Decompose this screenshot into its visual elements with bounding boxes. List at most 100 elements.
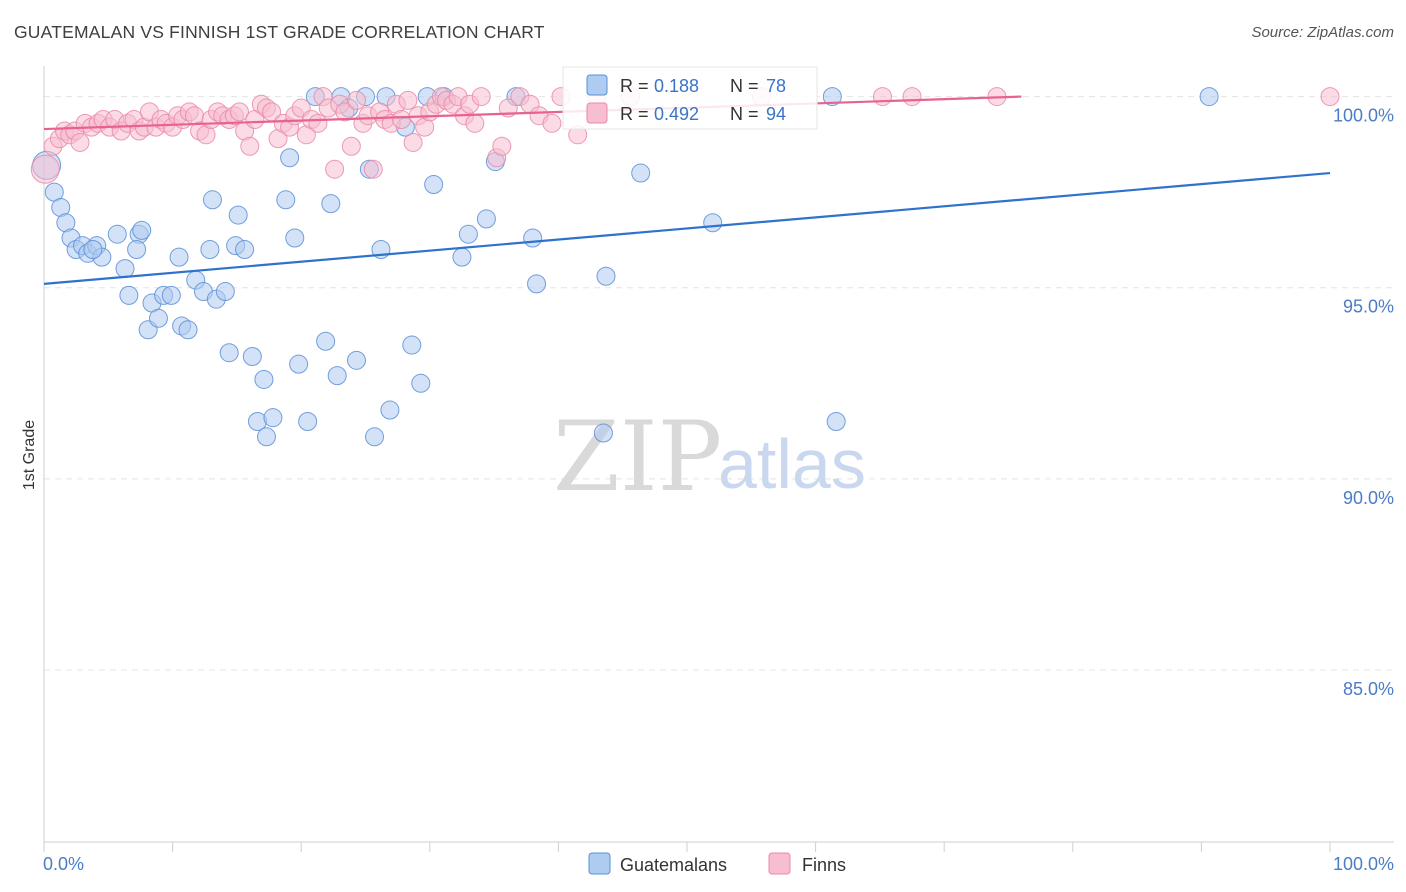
gridlines [44,96,1394,671]
finns-trend-line [43,95,1022,131]
guatemalans-point [132,220,152,240]
y-tick-label: 95.0% [1343,297,1394,317]
guatemalans-point [127,239,147,259]
legend-r-label: R = [620,76,649,96]
guatemalans-point [1199,87,1219,107]
guatemalans-point [596,266,616,286]
guatemalans-point [202,190,222,210]
guatemalans-point [228,205,248,225]
guatemalans-point [107,224,127,244]
guatemalans-point [380,400,400,420]
guatemalans-point [161,285,181,305]
guatemalans-point [593,423,613,443]
finns-point [465,113,485,133]
finns-point [902,87,922,107]
legend-swatch-finns-bottom [768,852,791,875]
guatemalans-point [321,194,341,214]
finns-point [492,136,512,156]
finns-point [30,154,60,184]
legend-series-name: Guatemalans [620,855,727,875]
guatemalans-trend-line [43,171,1331,285]
guatemalans-point [346,350,366,370]
finns-point [363,159,383,179]
finns-point [398,90,418,110]
chart-title: GUATEMALAN VS FINNISH 1ST GRADE CORRELAT… [14,22,545,42]
guatemalans-point [169,247,189,267]
guatemalans-point [280,148,300,168]
guatemalans-point [298,412,318,432]
finns-point [1320,87,1340,107]
watermark: ZIP atlas [553,401,866,513]
guatemalans-point [327,366,347,386]
guatemalans-point [219,343,239,363]
legend-n-value: 78 [766,76,786,96]
finns-point [229,102,249,122]
legend-n-value: 94 [766,104,786,124]
legend-n-label: N = [730,104,759,124]
finns-point [341,136,361,156]
guatemalans-point [703,213,723,233]
finns-point [308,113,328,133]
legend-n-label: N = [730,76,759,96]
guatemalans-point [119,285,139,305]
guatemalans-point [402,335,422,355]
guatemalans-point [83,239,103,259]
guatemalans-point [276,190,296,210]
y-tick-label: 90.0% [1343,488,1394,508]
y-tick-labels: 85.0% 90.0% 95.0% 100.0% [1333,106,1394,699]
legend-r-value: 0.188 [654,76,699,96]
axes [43,66,1394,852]
finns-point [471,87,491,107]
finns-point [325,159,345,179]
y-tick-label: 85.0% [1343,679,1394,699]
finns-point [392,110,412,130]
y-tick-label: 100.0% [1333,106,1394,126]
guatemalans-point [316,331,336,351]
guatemalans-point [476,209,496,229]
guatemalans-point [148,308,168,328]
guatemalans-point [263,408,283,428]
guatemalans-point [822,87,842,107]
legend-swatch-finns [586,102,608,124]
watermark-atlas: atlas [718,425,866,503]
legend-series-name: Finns [802,855,846,875]
legend-swatch-guatemalans-bottom [588,852,611,875]
data-points [30,87,1340,447]
legend-r-value: 0.492 [654,104,699,124]
finns-point [70,132,90,152]
guatemalans-point [289,354,309,374]
guatemalans-point [826,412,846,432]
finns-point [403,132,423,152]
guatemalans-point [256,427,276,447]
stats-legend: R = 0.188 N = 78 R = 0.492 N = 94 [562,66,818,130]
guatemalans-point [235,239,255,259]
finns-point [542,113,562,133]
source-credit: Source: ZipAtlas.com [1251,24,1394,41]
guatemalans-point [411,373,431,393]
y-axis-label: 1st Grade [21,420,38,490]
finns-point [240,136,260,156]
guatemalans-point [631,163,651,183]
guatemalans-point [254,369,274,389]
legend-r-label: R = [620,104,649,124]
guatemalans-point [178,320,198,340]
guatemalans-point [424,175,444,195]
series-legend: Guatemalans Finns [588,852,846,875]
finns-point [346,90,366,110]
guatemalans-point [200,239,220,259]
guatemalans-point [527,274,547,294]
guatemalans-point [365,427,385,447]
guatemalans-point [458,224,478,244]
guatemalans-point [523,228,543,248]
guatemalans-point [452,247,472,267]
guatemalans-point [285,228,305,248]
finns-point [872,87,892,107]
guatemalans-point [242,347,262,367]
x-tick-label-max: 100.0% [1333,854,1394,874]
watermark-zip: ZIP [553,401,722,513]
trend-lines [43,95,1331,285]
legend-swatch-guatemalans [586,74,608,96]
finns-point [335,102,355,122]
guatemalans-point [115,259,135,279]
